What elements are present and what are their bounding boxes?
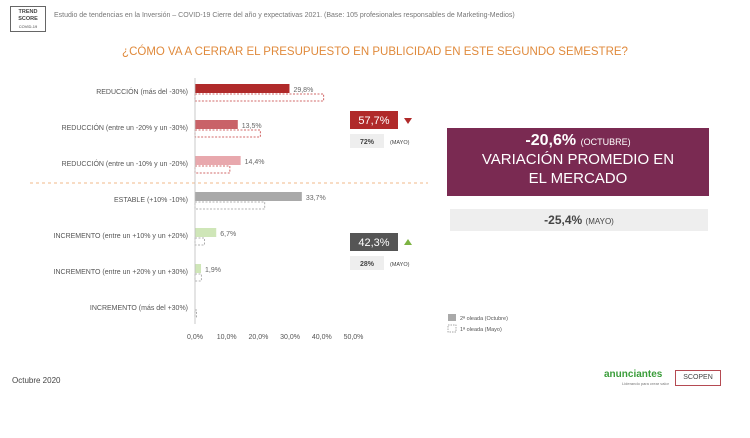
may-variation-period: (MAYO) [585, 217, 614, 226]
up-arrow-icon [404, 239, 412, 245]
bar-mayo [194, 201, 266, 210]
data-label: 1,9% [205, 267, 221, 274]
may-variation-value: -25,4% [544, 213, 583, 227]
data-label: 14,4% [245, 159, 265, 166]
scopen-logo: SCOPEN [675, 370, 721, 386]
bar-mayo [194, 309, 197, 318]
legend-label-mayo: 1ª oleada (Mayo) [460, 326, 502, 333]
bar-mayo [194, 273, 202, 282]
reduction-may-label: (MAYO) [390, 140, 410, 146]
x-tick-label: 20,0% [248, 334, 268, 341]
variation-value: -20,6% [525, 132, 577, 149]
category-label: INCREMENTO (más del +30%) [90, 305, 188, 312]
reduction-oct-box [350, 111, 398, 129]
legend-swatch-octubre [448, 314, 456, 321]
increase-may-value: 28% [360, 261, 375, 268]
x-tick-label: 40,0% [312, 334, 332, 341]
bar-octubre [195, 120, 238, 129]
variation-period: (OCTUBRE) [580, 137, 631, 147]
category-label: REDUCCIÓN (más del -30%) [96, 87, 188, 96]
reduction-oct-value: 57,7% [358, 115, 389, 127]
reduction-may-value: 72% [360, 139, 375, 146]
category-label: ESTABLE (+10% -10%) [114, 197, 188, 204]
trend-score-logo: TREND SCORE COVID-19 [10, 6, 46, 32]
anunciantes-tagline: Liderando para crear valor [622, 381, 669, 386]
bar-mayo [194, 165, 231, 174]
data-label: 6,7% [220, 231, 236, 238]
variation-label-1: VARIACIÓN PROMEDIO EN [481, 151, 675, 168]
bar-octubre [195, 156, 241, 165]
data-label: 29,8% [293, 87, 313, 94]
x-tick-label: 0,0% [187, 334, 203, 341]
x-tick-label: 30,0% [280, 334, 300, 341]
reduction-may-box [350, 134, 384, 148]
bar-mayo [194, 93, 325, 102]
category-label: REDUCCIÓN (entre un -10% y un -20%) [62, 159, 188, 168]
data-label: 13,5% [242, 123, 262, 130]
footer-date: Octubre 2020 [12, 376, 61, 385]
may-variation-box: -25,4% (MAYO) [450, 209, 708, 231]
logo-text-3: COVID-19 [18, 24, 38, 29]
legend-swatch-mayo [447, 324, 457, 333]
category-label: INCREMENTO (entre un +10% y un +20%) [54, 233, 188, 240]
study-subtitle: Estudio de tendencias en la Inversión – … [54, 12, 515, 19]
question-title: ¿CÓMO VA A CERRAR EL PRESUPUESTO EN PUBL… [122, 46, 628, 58]
bar-octubre [195, 228, 217, 237]
anunciantes-logo: anunciantes [604, 369, 663, 380]
bar-octubre [195, 264, 202, 273]
increase-may-box [350, 256, 384, 270]
increase-oct-value: 42,3% [358, 237, 389, 249]
category-label: REDUCCIÓN (entre un -20% y un -30%) [62, 123, 188, 132]
logo-text-1: TREND [18, 9, 38, 15]
x-tick-label: 10,0% [217, 334, 237, 341]
down-arrow-icon [404, 118, 412, 124]
bar-octubre [195, 84, 290, 93]
legend-label-octubre: 2ª oleada (Octubre) [460, 315, 508, 322]
bar-mayo [194, 237, 205, 246]
category-label: INCREMENTO (entre un +20% y un +30%) [54, 269, 188, 276]
data-label: 33,7% [306, 195, 326, 202]
variation-label-2: EL MERCADO [528, 170, 628, 187]
x-tick-label: 50,0% [344, 334, 364, 341]
bar-mayo [194, 129, 261, 138]
increase-oct-box [350, 233, 398, 251]
logo-text-2: SCORE [18, 16, 38, 22]
increase-may-label: (MAYO) [390, 262, 410, 268]
market-variation-box: -20,6% (OCTUBRE) VARIACIÓN PROMEDIO EN E… [447, 128, 709, 196]
bar-octubre [195, 192, 302, 201]
